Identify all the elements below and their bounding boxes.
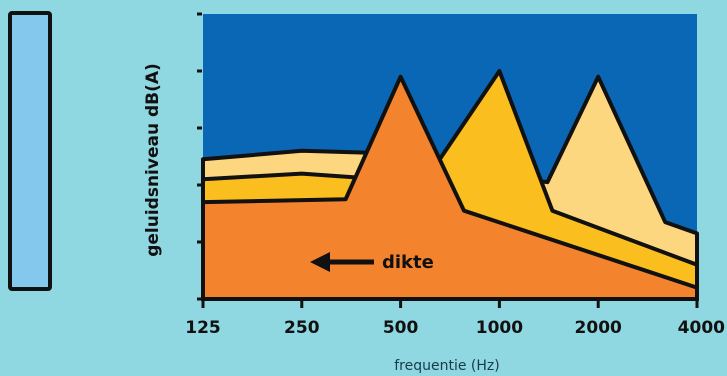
y-axis-title: geluidsniveau dB(A) xyxy=(143,63,163,257)
x-tick-label: 500 xyxy=(383,318,419,338)
material-panel xyxy=(8,11,52,291)
x-tick-label: 1000 xyxy=(476,318,523,338)
annotation-label: dikte xyxy=(382,252,434,273)
x-tick-label: 4000 xyxy=(678,318,725,338)
area-series-group xyxy=(201,69,699,301)
x-axis-title: frequentie (Hz) xyxy=(394,358,499,374)
y-ticks xyxy=(197,12,202,301)
x-tick-label: 125 xyxy=(185,318,221,338)
dikte-annotation: dikte xyxy=(310,252,434,273)
x-tick-label: 2000 xyxy=(575,318,622,338)
x-tick-label: 250 xyxy=(284,318,320,338)
arrow-left-icon xyxy=(310,252,330,272)
x-ticks: 125 250 500 1000 2000 4000 xyxy=(185,301,725,338)
